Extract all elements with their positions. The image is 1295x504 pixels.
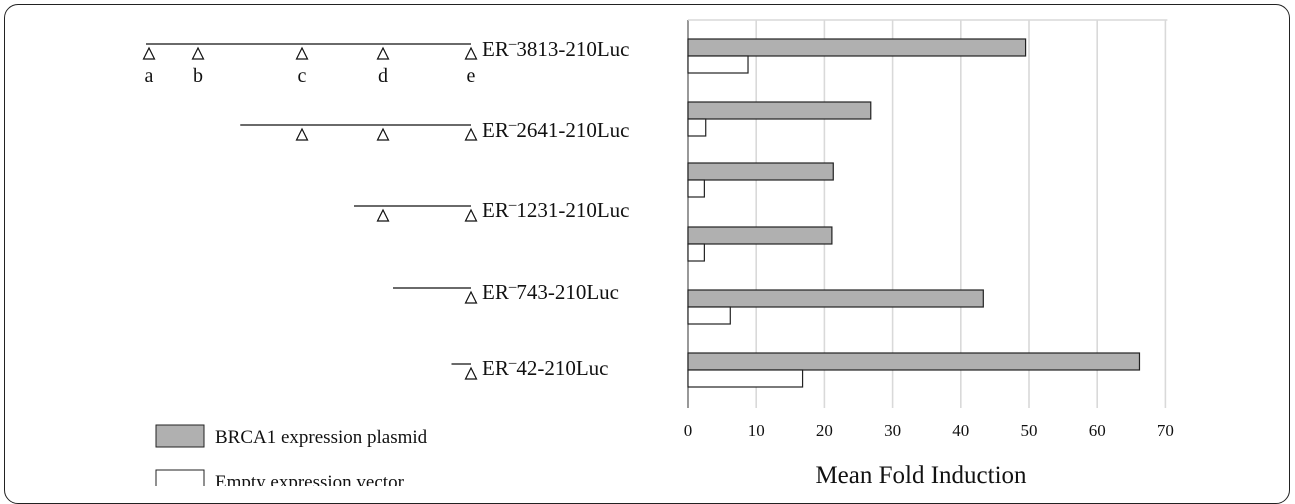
- site-marker-e: [464, 208, 478, 222]
- site-marker-d: [376, 46, 390, 60]
- x-tick-label: 30: [884, 421, 901, 440]
- site-marker-c: [295, 127, 309, 141]
- x-tick-label: 10: [748, 421, 765, 440]
- legend-label-brca1: BRCA1 expression plasmid: [215, 427, 428, 448]
- legend-label-empty: Empty expression vector: [215, 472, 405, 486]
- bar-empty: [687, 369, 804, 388]
- legend: BRCA1 expression plasmid Empty expressio…: [155, 424, 428, 486]
- promoter-map: a b c d e: [142, 43, 478, 380]
- site-marker-a: [142, 46, 156, 60]
- site-marker-e: [464, 127, 478, 141]
- site-marker-d: [376, 208, 390, 222]
- site-label-e: e: [467, 65, 476, 87]
- construct-label: ER–3813-210Luc: [482, 36, 630, 61]
- construct-label: ER–1231-210Luc: [482, 197, 630, 222]
- legend-swatch-empty: [155, 469, 205, 486]
- construct-labels: ER–3813-210Luc ER–2641-210Luc ER–1231-210L…: [482, 36, 630, 380]
- x-tick-label: 20: [816, 421, 833, 440]
- legend-swatch-brca1: [155, 424, 205, 448]
- site-marker-d: [376, 127, 390, 141]
- construct-label: ER–2641-210Luc: [482, 117, 630, 142]
- construct-label: ER–743-210Luc: [482, 279, 619, 304]
- site-label-c: c: [298, 65, 307, 87]
- bar-brca1: [687, 289, 984, 308]
- bar-empty: [687, 243, 705, 262]
- x-tick-label: 70: [1157, 421, 1174, 440]
- site-marker-c: [295, 46, 309, 60]
- bar-brca1: [687, 352, 1141, 371]
- x-tick-label: 0: [684, 421, 693, 440]
- site-label-a: a: [145, 65, 154, 87]
- x-tick-label: 60: [1089, 421, 1106, 440]
- bar-empty: [687, 179, 705, 198]
- bar-empty: [687, 306, 731, 325]
- site-marker-b: [191, 46, 205, 60]
- ticks-layer: 0 10 20 30 40 50 60 70: [684, 421, 1174, 440]
- x-tick-label: 50: [1021, 421, 1038, 440]
- site-label-b: b: [193, 65, 203, 87]
- bar-brca1: [687, 162, 834, 181]
- site-marker-e: [464, 366, 478, 380]
- bar-empty: [687, 118, 707, 137]
- bar-brca1: [687, 226, 833, 245]
- construct-label: ER–42-210Luc: [482, 355, 609, 380]
- x-tick-label: 40: [952, 421, 969, 440]
- site-label-d: d: [378, 65, 388, 87]
- site-marker-e: [464, 290, 478, 304]
- figure-canvas: 0 10 20 30 40 50 60 70 Mean Fold Induction a b c d…: [142, 19, 1174, 486]
- grid-layer: [687, 19, 1168, 408]
- x-axis-label: Mean Fold Induction: [815, 462, 1027, 486]
- bar-brca1: [687, 101, 872, 120]
- bar-brca1: [687, 38, 1027, 57]
- bars-layer: [687, 38, 1141, 388]
- site-marker-e: [464, 46, 478, 60]
- bar-empty: [687, 55, 749, 74]
